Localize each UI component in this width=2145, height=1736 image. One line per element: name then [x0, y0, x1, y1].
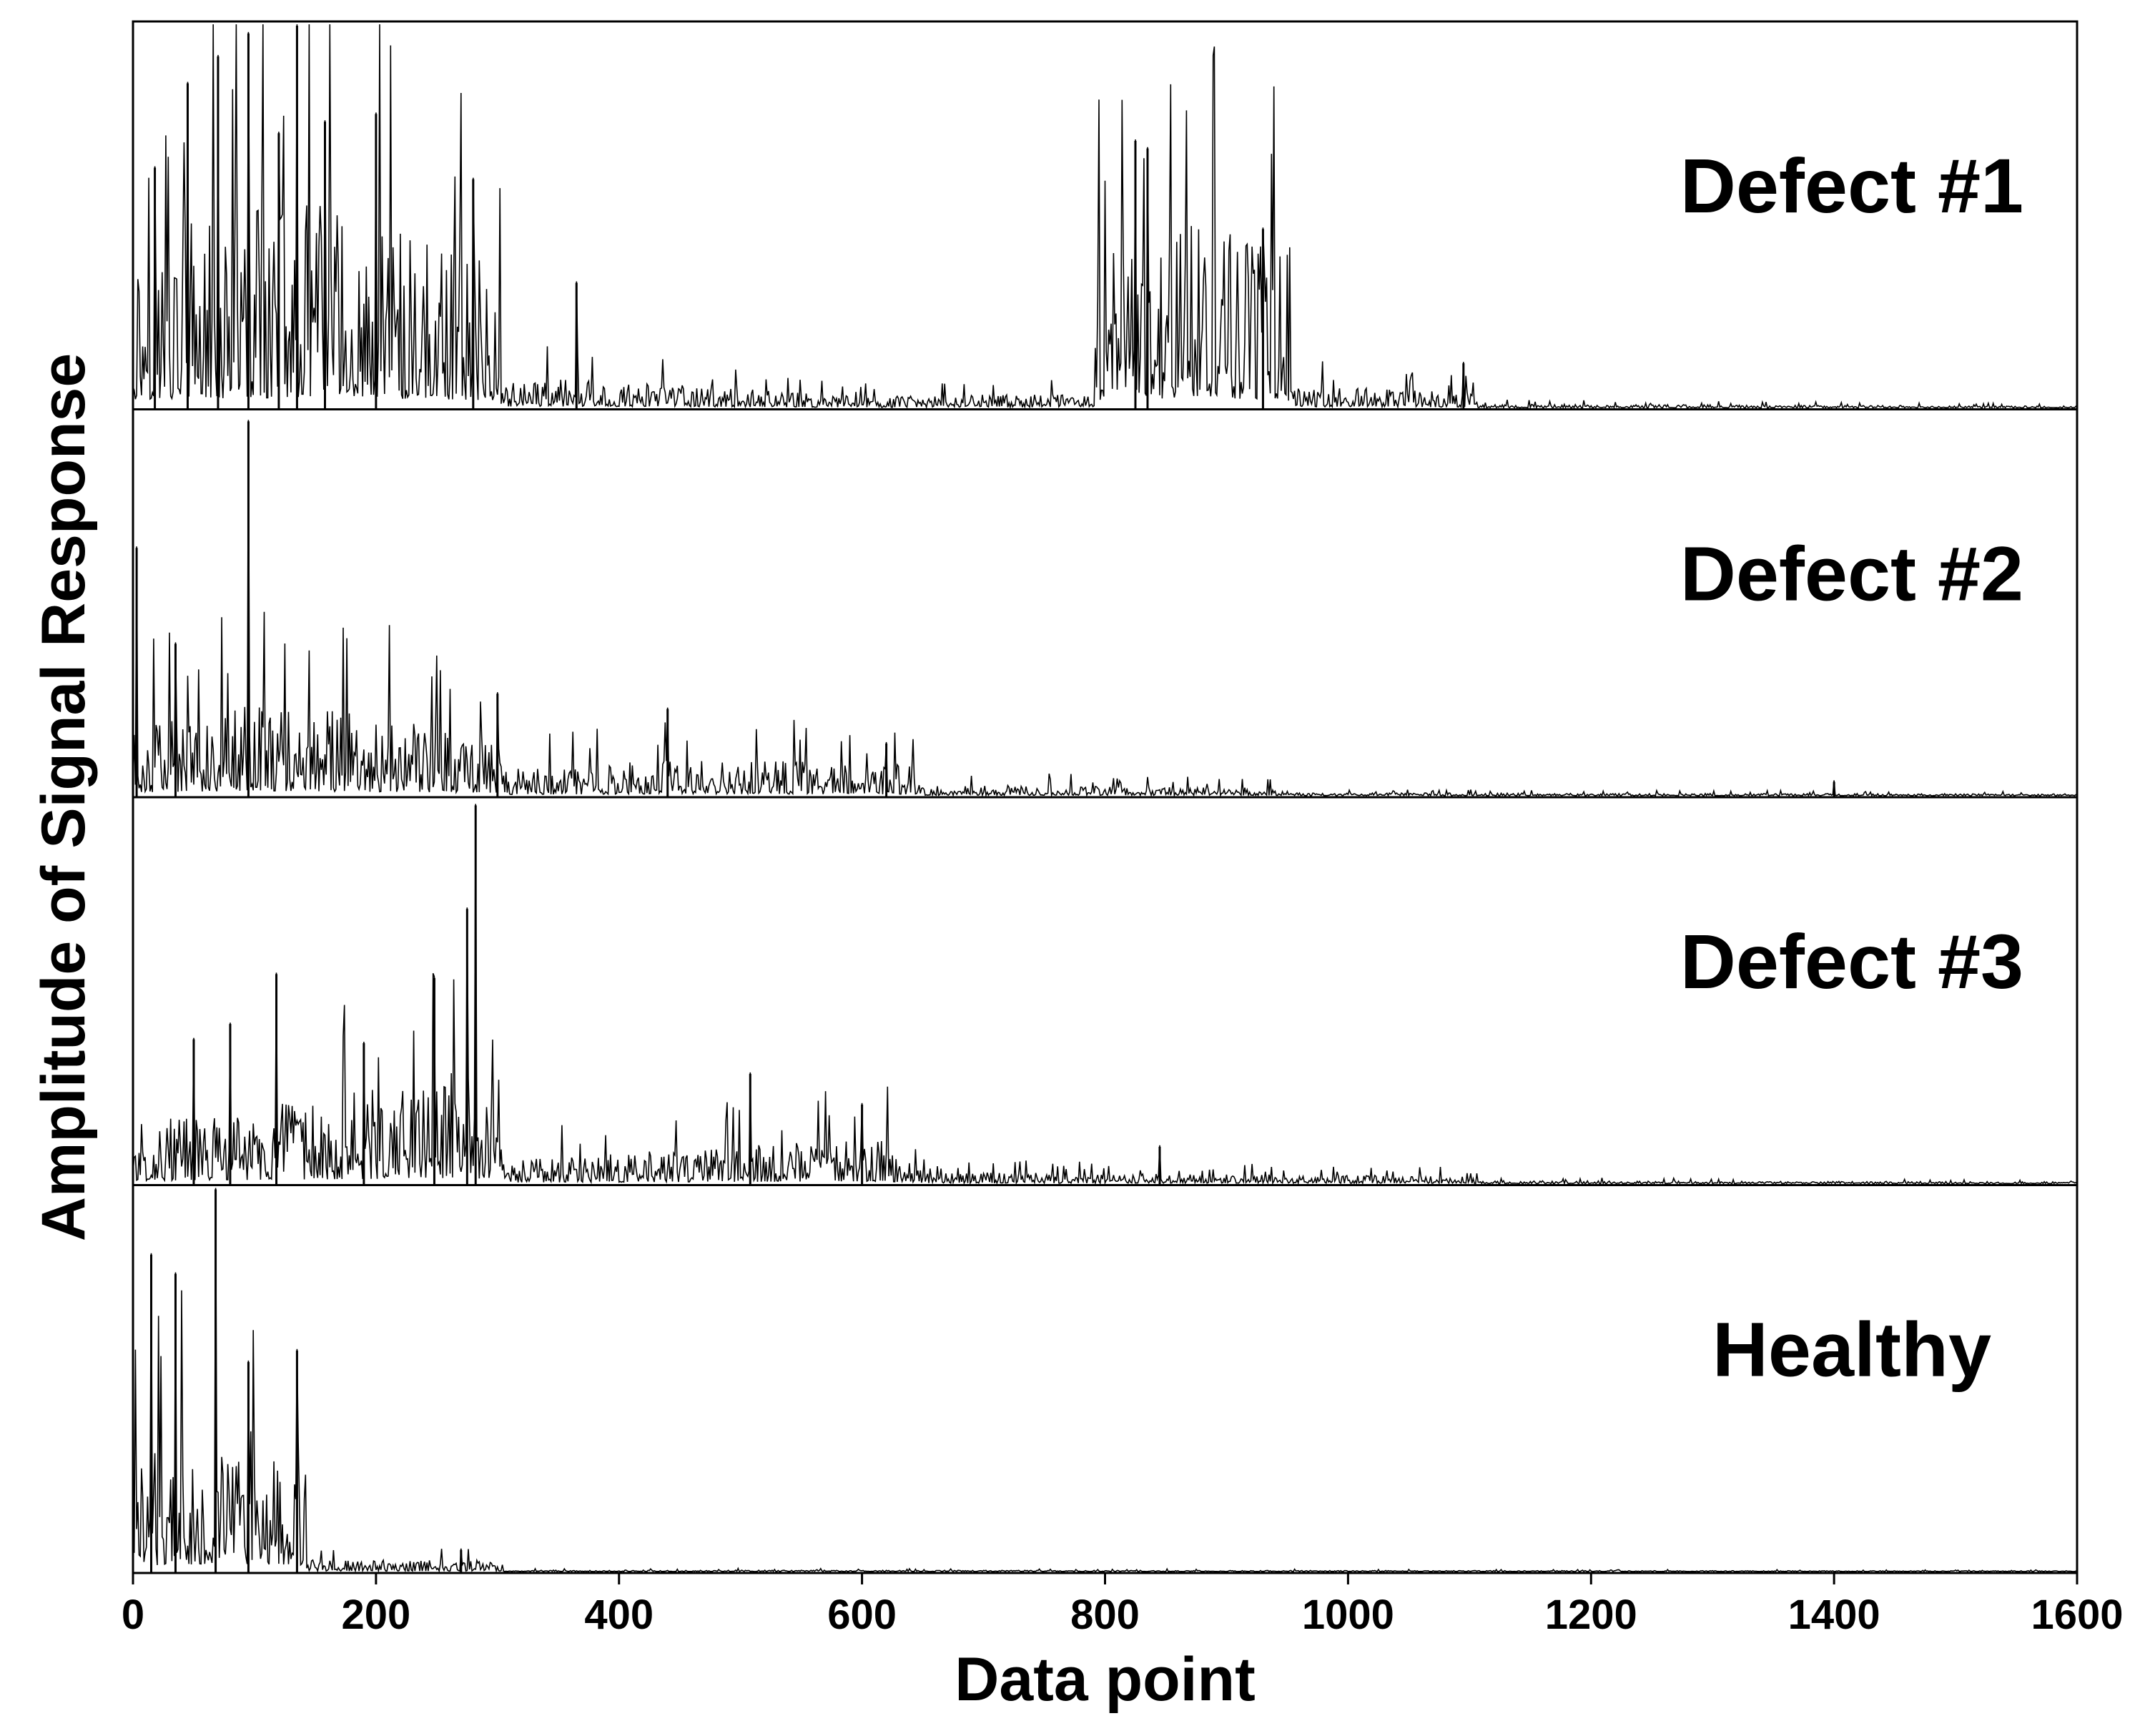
- x-tick-label: 1000: [1302, 1592, 1394, 1638]
- x-tick-label: 1400: [1788, 1592, 1880, 1638]
- panels: Defect #1 Defect #2 Defect #3 Healthy: [132, 20, 2079, 1574]
- panel-label: Defect #3: [1680, 918, 2023, 1005]
- panel-label: Defect #2: [1680, 531, 2023, 617]
- panel-2: Defect #2: [132, 408, 2079, 799]
- y-axis-title: Amplitude of Signal Response: [29, 353, 98, 1241]
- signal-trace: [132, 804, 2078, 1186]
- x-axis: 0 200 400 600 800 1000 1200 1400 1600: [122, 1573, 2124, 1638]
- panel-1: Defect #1: [132, 20, 2079, 410]
- x-tick-label: 800: [1070, 1592, 1140, 1638]
- x-tick-label: 200: [341, 1592, 410, 1638]
- x-tick-label: 600: [827, 1592, 897, 1638]
- signal-trace: [132, 1188, 2078, 1574]
- x-tick-label: 1200: [1545, 1592, 1637, 1638]
- x-tick-label: 1600: [2031, 1592, 2123, 1638]
- x-axis-title: Data point: [955, 1645, 1255, 1714]
- signal-trace: [132, 420, 2078, 798]
- panel-4: Healthy: [132, 1184, 2079, 1574]
- signal-trace: [132, 24, 2078, 410]
- panel-label: Healthy: [1712, 1306, 1991, 1393]
- panel-3: Defect #3: [132, 796, 2079, 1186]
- x-tick-label: 0: [122, 1592, 144, 1638]
- panel-label: Defect #1: [1680, 142, 2023, 229]
- x-tick-label: 400: [584, 1592, 654, 1638]
